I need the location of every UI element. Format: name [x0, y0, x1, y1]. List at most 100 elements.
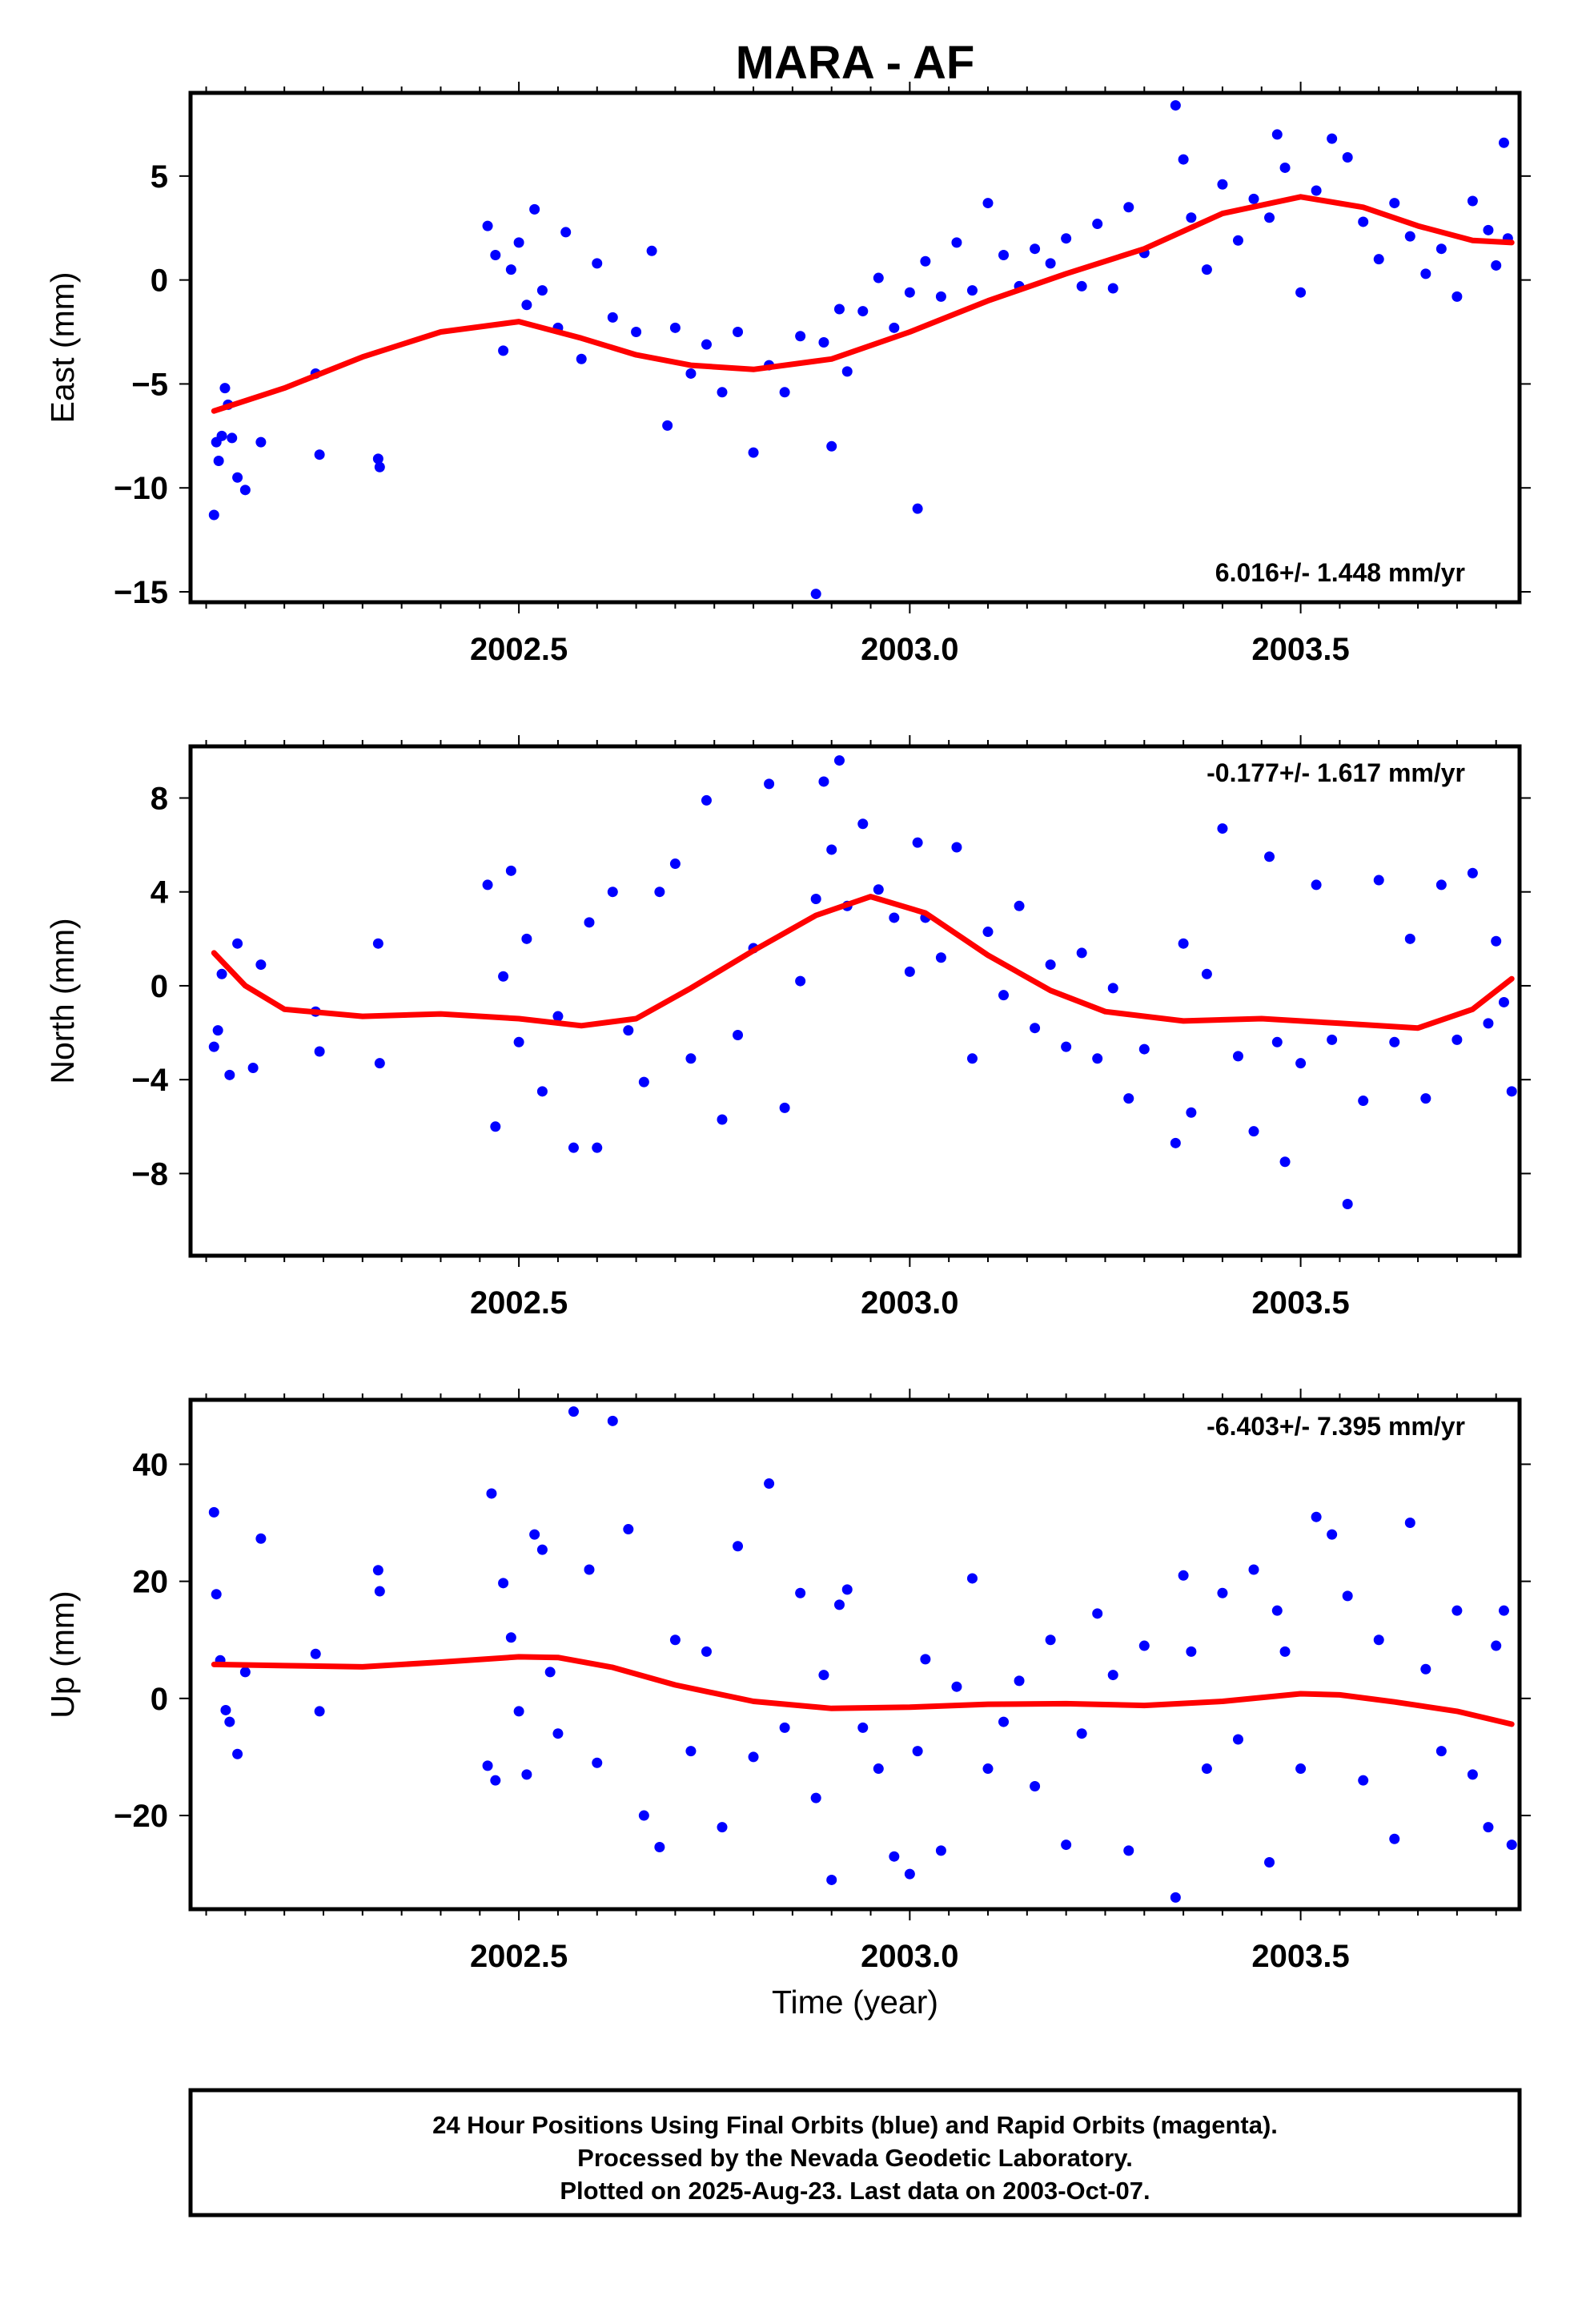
data-point [255, 436, 267, 448]
data-point [498, 971, 509, 982]
data-point [966, 1053, 978, 1064]
data-point [1498, 996, 1509, 1007]
data-point [1295, 1058, 1307, 1069]
panel-frame [188, 744, 1522, 1258]
data-point [1092, 1608, 1103, 1619]
data-point [857, 818, 869, 830]
data-point [1483, 1822, 1494, 1833]
data-point [654, 1842, 665, 1853]
plot-area [208, 755, 1517, 1210]
data-point [966, 1573, 978, 1584]
x-tick-label: 2002.5 [470, 632, 568, 667]
data-point [1201, 968, 1212, 979]
data-point [1201, 1763, 1212, 1775]
data-point [482, 1760, 493, 1771]
data-point [1138, 1043, 1150, 1055]
data-point [764, 1478, 775, 1490]
data-point [1092, 219, 1103, 230]
data-point [232, 472, 243, 483]
data-point [1435, 243, 1447, 255]
data-point [584, 1564, 595, 1575]
x-axis-label: Time (year) [772, 1984, 938, 2020]
data-point [669, 322, 681, 333]
data-point [1045, 959, 1056, 971]
data-point [1452, 1034, 1463, 1045]
data-point [701, 339, 712, 350]
east-panel: 2002.5 2003.0 2003.5 5 0 −5 −10 −15 East (mm) 6.0… [44, 82, 1531, 667]
data-point [1123, 1845, 1134, 1856]
data-point [951, 1681, 962, 1692]
x-tick-label: 2003.0 [861, 632, 958, 667]
data-point [810, 894, 821, 905]
data-point [669, 1634, 681, 1646]
data-point [1248, 1126, 1259, 1137]
data-point [623, 1025, 634, 1036]
data-point [1178, 154, 1189, 165]
data-point [1342, 151, 1353, 163]
data-point [372, 938, 383, 949]
data-point [1186, 212, 1197, 223]
data-point [513, 1036, 524, 1047]
data-point [873, 1763, 884, 1775]
data-point [544, 1667, 556, 1678]
data-point [1327, 1034, 1338, 1045]
data-point [239, 1667, 251, 1678]
data-point [513, 237, 524, 248]
data-point [560, 227, 572, 238]
data-point [1107, 1670, 1118, 1681]
rate-label: -0.177+/- 1.617 mm/yr [1207, 758, 1465, 787]
data-point [568, 1406, 579, 1417]
data-point [374, 461, 385, 472]
data-point [685, 1053, 697, 1064]
rate-label: 6.016+/- 1.448 mm/yr [1215, 558, 1465, 587]
data-point [1186, 1646, 1197, 1657]
data-point [1467, 867, 1478, 879]
data-point [607, 887, 618, 898]
footer-frame [188, 2088, 1522, 2217]
data-point [314, 1706, 325, 1717]
data-point [1452, 291, 1463, 302]
data-point [1358, 1096, 1369, 1107]
data-point [1186, 1107, 1197, 1118]
data-point [662, 420, 673, 431]
data-point [1061, 1041, 1072, 1052]
data-point [552, 1011, 564, 1022]
data-point [810, 589, 821, 600]
footer-line-2: Processed by the Nevada Geodetic Laborat… [577, 2144, 1133, 2172]
data-point [1389, 1036, 1400, 1047]
data-point [372, 1565, 383, 1576]
data-point [1435, 1746, 1447, 1757]
data-point [912, 837, 923, 848]
data-point [873, 272, 884, 283]
data-point [1076, 280, 1087, 292]
data-point [232, 938, 243, 949]
data-point [951, 842, 962, 853]
data-point [592, 1142, 603, 1153]
data-point [212, 1025, 223, 1036]
data-point [1506, 1839, 1517, 1851]
data-point [818, 1670, 829, 1681]
data-point [1498, 1605, 1509, 1616]
data-point [701, 1646, 712, 1657]
data-point [1232, 235, 1243, 246]
data-point [1030, 243, 1041, 255]
footer-line-3: Plotted on 2025-Aug-23. Last data on 200… [560, 2177, 1150, 2205]
data-point [701, 794, 712, 806]
data-point [255, 959, 267, 971]
data-point [529, 203, 540, 215]
data-point [654, 887, 665, 898]
data-point [1506, 1086, 1517, 1097]
data-point [733, 327, 744, 338]
x-tick-label: 2003.5 [1251, 1939, 1349, 1974]
data-point [521, 933, 532, 944]
data-point [912, 1746, 923, 1757]
x-tick-label: 2003.5 [1251, 1285, 1349, 1321]
data-point [372, 453, 383, 464]
data-point [920, 1654, 931, 1665]
data-point [1170, 100, 1181, 111]
data-point [239, 485, 251, 496]
data-point [669, 858, 681, 870]
data-point [1170, 1137, 1181, 1148]
data-point [733, 1029, 744, 1040]
